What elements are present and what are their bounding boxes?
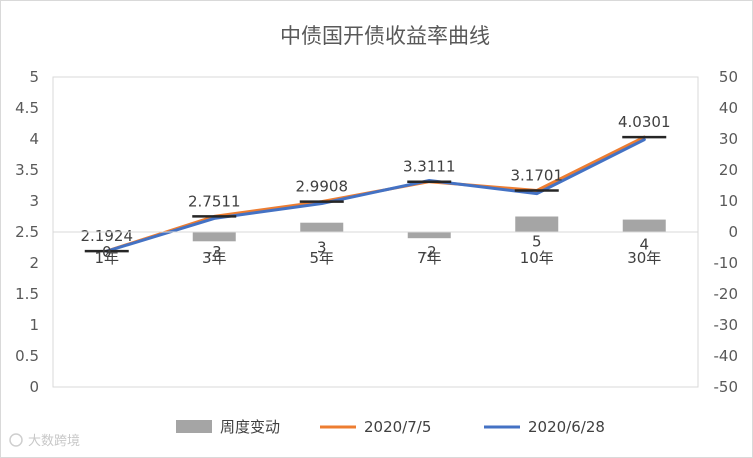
y-left-tick-label: 3.5 bbox=[15, 161, 39, 179]
bar-series bbox=[85, 216, 666, 242]
y-left-tick-label: 1 bbox=[29, 316, 39, 334]
x-tick-label: 7年 bbox=[417, 249, 442, 267]
x-tick-label: 5年 bbox=[309, 249, 334, 267]
line-data-label: 2.9908 bbox=[296, 178, 349, 196]
x-tick-label: 3年 bbox=[202, 249, 227, 267]
chart-title: 中债国开债收益率曲线 bbox=[280, 24, 490, 48]
y-left-tick-label: 4.5 bbox=[15, 99, 39, 117]
legend-label: 周度变动 bbox=[220, 418, 280, 436]
line-data-label: 2.1924 bbox=[81, 227, 134, 245]
bar-data-label: -2 bbox=[422, 243, 437, 261]
line-data-label: 4.0301 bbox=[618, 113, 671, 131]
bar-data-label: -3 bbox=[207, 243, 222, 261]
bar-data-label: 5 bbox=[532, 233, 542, 251]
line-series-2020-6-28 bbox=[105, 138, 646, 253]
legend-label: 2020/6/28 bbox=[528, 418, 605, 436]
y-right-tick-label: 20 bbox=[719, 161, 738, 179]
line-data-label: 2.7511 bbox=[188, 192, 241, 210]
legend-label: 2020/7/5 bbox=[364, 418, 431, 436]
y-right-tick-label: 10 bbox=[719, 192, 738, 210]
bar-weekly-change bbox=[407, 232, 451, 239]
y-left-tick-label: 2 bbox=[29, 254, 39, 272]
axes: 00.511.522.533.544.55-50-40-30-20-100102… bbox=[15, 68, 738, 396]
y-right-tick-label: -10 bbox=[714, 254, 739, 272]
y-left-tick-label: 2.5 bbox=[15, 223, 39, 241]
bar-weekly-change bbox=[300, 222, 344, 232]
x-tick-label: 1年 bbox=[94, 249, 119, 267]
line-data-label: 3.1701 bbox=[511, 166, 564, 184]
bar-data-label: 0 bbox=[102, 243, 112, 261]
y-left-tick-label: 0.5 bbox=[15, 347, 39, 365]
bar-weekly-change bbox=[622, 219, 666, 232]
y-right-tick-label: -50 bbox=[714, 378, 739, 396]
x-tick-label: 10年 bbox=[520, 249, 554, 267]
y-right-tick-label: 40 bbox=[719, 99, 738, 117]
y-right-tick-label: 50 bbox=[719, 68, 738, 86]
bar-weekly-change bbox=[192, 232, 236, 242]
data-labels: 0 -3 3 -2 5 4 2.1924 2.7511 2.9908 3.3111 3.1701 4.… bbox=[81, 113, 671, 261]
y-right-tick-label: 0 bbox=[728, 223, 738, 241]
y-right-tick-label: -20 bbox=[714, 285, 739, 303]
line-series bbox=[84, 135, 667, 253]
watermark: 大数跨境 bbox=[9, 433, 80, 449]
legend-swatch-bar bbox=[176, 420, 212, 433]
y-right-tick-label: -40 bbox=[714, 347, 739, 365]
y-left-tick-label: 0 bbox=[29, 378, 39, 396]
watermark-logo-icon bbox=[9, 433, 23, 447]
y-right-tick-label: 30 bbox=[719, 130, 738, 148]
y-right-tick-label: -30 bbox=[714, 316, 739, 334]
legend: 周度变动 2020/7/5 2020/6/28 bbox=[176, 418, 605, 436]
y-left-tick-label: 5 bbox=[29, 68, 39, 86]
y-left-tick-label: 3 bbox=[29, 192, 39, 210]
y-left-tick-label: 4 bbox=[29, 130, 39, 148]
x-tick-label: 30年 bbox=[627, 249, 661, 267]
watermark-text: 大数跨境 bbox=[28, 434, 80, 449]
y-left-tick-label: 1.5 bbox=[15, 285, 39, 303]
bar-data-label: 4 bbox=[639, 236, 649, 254]
line-data-label: 3.3111 bbox=[403, 158, 456, 176]
bar-data-label: 3 bbox=[317, 239, 327, 257]
bar-weekly-change bbox=[515, 216, 559, 232]
